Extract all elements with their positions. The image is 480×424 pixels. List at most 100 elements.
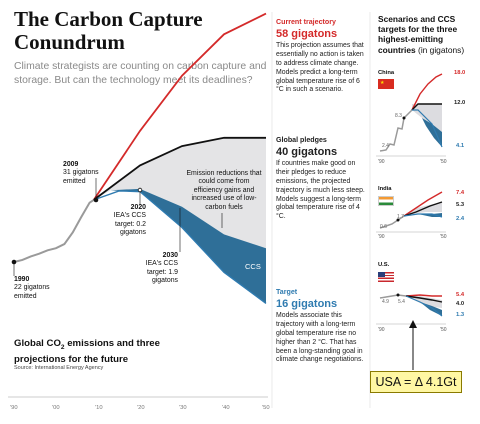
x-tick-2040: '40 bbox=[222, 405, 230, 411]
chart-title: The Carbon Capture Conundrum bbox=[14, 7, 203, 54]
india-1990-value: 0.6 bbox=[380, 224, 387, 230]
annotation-1990-year: 1990 bbox=[14, 276, 30, 283]
us-tick-start: '90 bbox=[378, 327, 385, 333]
us-pledges-value: 4.0 bbox=[456, 301, 465, 307]
china-point-2009 bbox=[402, 116, 406, 120]
india-current-value: 7.4 bbox=[456, 190, 465, 196]
x-tick-2030: '30 bbox=[179, 405, 187, 411]
us-current-line bbox=[405, 294, 442, 297]
side-pledges: Global pledges 40 gigatons If countries … bbox=[276, 136, 369, 222]
india-label: India bbox=[378, 186, 392, 192]
pledges-value: 40 gigatons bbox=[276, 145, 338, 158]
us-ccs-area bbox=[420, 302, 442, 316]
point-2020 bbox=[137, 187, 143, 193]
main-subtitle-sub: 2 bbox=[60, 343, 65, 351]
chart-deck: Climate strategists are counting on carb… bbox=[14, 61, 267, 86]
current-value: 58 gigatons bbox=[276, 27, 338, 40]
india-pledges-value: 5.3 bbox=[456, 202, 465, 208]
side-current: Current trajectory 58 gigatons This proj… bbox=[276, 18, 369, 95]
target-text: Models associate this trajectory with a … bbox=[276, 311, 364, 364]
us-target-line bbox=[405, 295, 443, 317]
current-head: Current trajectory bbox=[276, 18, 336, 26]
target-head: Target bbox=[276, 288, 298, 296]
china-gap-area bbox=[412, 104, 442, 132]
current-text: This projection assumes that essentially… bbox=[276, 41, 364, 94]
china-2009-value: 8.3 bbox=[395, 113, 402, 119]
us-2009-value: 5.4 bbox=[398, 299, 405, 305]
india-point-2009 bbox=[396, 218, 400, 222]
china-1990-value: 2.4 bbox=[382, 143, 389, 149]
main-subtitle: Global CO2 emissions and three projectio… bbox=[14, 338, 214, 366]
x-tick-2010: '10 bbox=[95, 405, 103, 411]
annotation-2009-year: 2009 bbox=[63, 161, 79, 168]
china-target-value: 4.1 bbox=[456, 143, 465, 149]
small-multiples-title: Scenarios and CCS targets for the three … bbox=[378, 14, 478, 55]
us-tick-end: '50 bbox=[440, 327, 447, 333]
us-history-line bbox=[379, 294, 407, 299]
x-tick-1990: '90 bbox=[10, 405, 18, 411]
annotation-2030-year: 2030 bbox=[162, 252, 178, 259]
small-multiples-title-unit: (in gigatons) bbox=[418, 44, 465, 55]
x-tick-2050: '50 bbox=[262, 405, 270, 411]
annotation-1990: 1990 22 gigatons emitted bbox=[14, 276, 84, 301]
small-multiples-title-main: Scenarios and CCS targets for the three … bbox=[378, 14, 458, 55]
annotation-2009: 2009 31 gigatons emitted bbox=[63, 161, 125, 186]
india-mini-chart bbox=[376, 191, 446, 233]
china-label: China bbox=[378, 70, 395, 76]
us-flag-icon bbox=[378, 272, 394, 282]
point-2009 bbox=[93, 197, 99, 203]
us-mini-chart bbox=[376, 293, 446, 325]
ccs-area bbox=[110, 188, 266, 304]
india-current-line bbox=[403, 191, 443, 217]
side-target: Target 16 gigatons Models associate this… bbox=[276, 288, 369, 365]
x-tick-2020: '20 bbox=[137, 405, 145, 411]
usa-delta-callout: USA = Δ 4.1Gt bbox=[370, 371, 462, 393]
point-1990 bbox=[11, 259, 17, 265]
us-current-value: 5.4 bbox=[456, 292, 465, 298]
ccs-label: CCS bbox=[245, 262, 261, 271]
current-trajectory-line bbox=[93, 12, 267, 201]
annotation-2020-text: IEA's CCS target: 0.2 gigatons bbox=[113, 212, 146, 237]
china-pledges-value: 12.0 bbox=[454, 100, 466, 106]
india-target-line bbox=[403, 213, 443, 218]
china-target-line bbox=[412, 109, 443, 148]
us-1990-value: 4.9 bbox=[382, 299, 389, 305]
china-mini-chart bbox=[376, 73, 446, 157]
annotation-2020-year: 2020 bbox=[130, 204, 146, 211]
china-flag-icon: ★ bbox=[378, 79, 394, 89]
annotation-2030-text: IEA's CCS target: 1.9 gigatons bbox=[145, 260, 178, 285]
china-pledges-line bbox=[411, 103, 442, 111]
annotation-1990-text: 22 gigatons emitted bbox=[14, 284, 50, 300]
india-tick-end: '50 bbox=[440, 234, 447, 240]
pledges-head: Global pledges bbox=[276, 136, 327, 144]
target-line bbox=[93, 190, 267, 304]
gap-area bbox=[93, 137, 266, 249]
pledges-line bbox=[93, 136, 266, 201]
pledges-text: If countries make good on their pledges … bbox=[276, 159, 365, 221]
china-tick-start: '90 bbox=[378, 159, 385, 165]
us-gap-area bbox=[406, 296, 442, 308]
china-current-line bbox=[411, 73, 443, 111]
china-history-line bbox=[379, 109, 413, 152]
india-history-line bbox=[379, 215, 405, 229]
x-tick-2000: '00 bbox=[52, 405, 60, 411]
us-label: U.S. bbox=[378, 262, 390, 268]
india-2009-value: 1.7 bbox=[397, 214, 404, 220]
us-target-value: 1.3 bbox=[456, 312, 465, 318]
india-flag-icon bbox=[378, 196, 394, 206]
india-target-value: 2.4 bbox=[456, 216, 465, 222]
annotation-2020: 2020 IEA's CCS target: 0.2 gigatons bbox=[98, 204, 146, 238]
history-line bbox=[13, 199, 95, 263]
annotation-2030: 2030 IEA's CCS target: 1.9 gigatons bbox=[130, 252, 178, 286]
india-tick-start: '90 bbox=[378, 234, 385, 240]
main-subtitle-part1: Global CO bbox=[14, 338, 61, 349]
china-tick-end: '50 bbox=[440, 159, 447, 165]
main-subtitle-part2: emissions and three bbox=[64, 338, 160, 349]
china-current-value: 18.0 bbox=[454, 70, 466, 76]
us-pledges-line bbox=[405, 295, 443, 303]
china-ccs-area bbox=[422, 118, 442, 147]
source-note: Source: International Energy Agency bbox=[14, 365, 104, 371]
annotation-2009-text: 31 gigatons emitted bbox=[63, 169, 99, 185]
target-value: 16 gigatons bbox=[276, 297, 338, 310]
